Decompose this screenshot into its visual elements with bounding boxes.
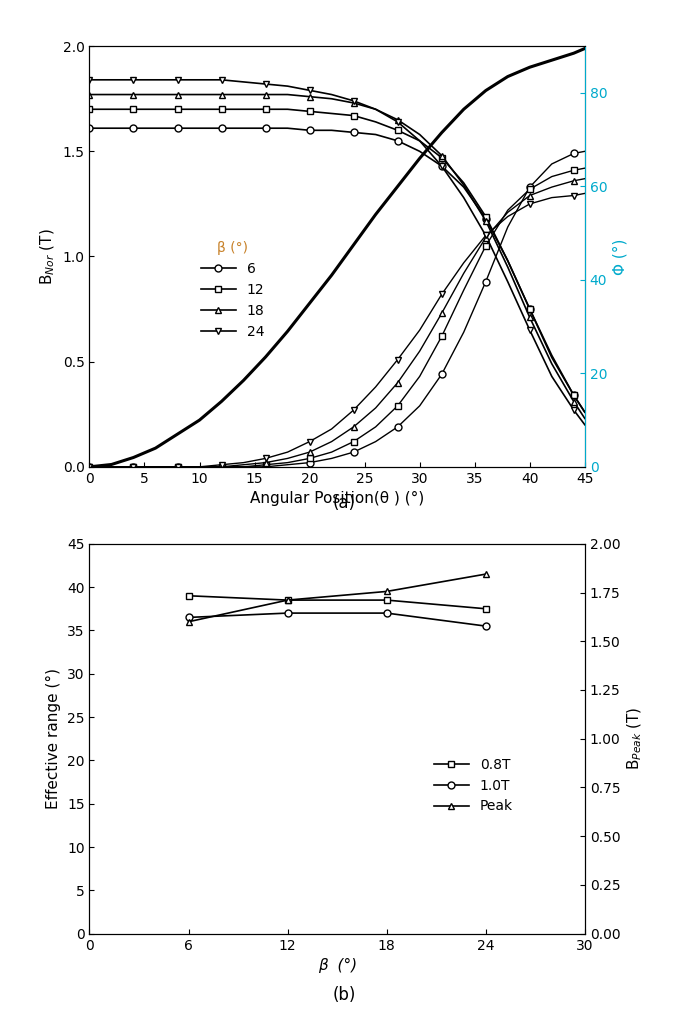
Y-axis label: Φ (°): Φ (°) bbox=[613, 238, 628, 275]
Y-axis label: B$_{Nor}$ (T): B$_{Nor}$ (T) bbox=[39, 228, 57, 285]
X-axis label: Angular Position(θ ) (°): Angular Position(θ ) (°) bbox=[250, 491, 424, 506]
Legend: 0.8T, 1.0T, Peak: 0.8T, 1.0T, Peak bbox=[429, 752, 519, 819]
Text: (a): (a) bbox=[332, 494, 356, 512]
Legend: 6, 12, 18, 24: 6, 12, 18, 24 bbox=[195, 236, 270, 345]
Text: (b): (b) bbox=[332, 986, 356, 1004]
X-axis label: β  (°): β (°) bbox=[318, 958, 356, 973]
Y-axis label: Effective range (°): Effective range (°) bbox=[46, 668, 61, 810]
Y-axis label: B$_{Peak}$ (T): B$_{Peak}$ (T) bbox=[626, 707, 645, 771]
